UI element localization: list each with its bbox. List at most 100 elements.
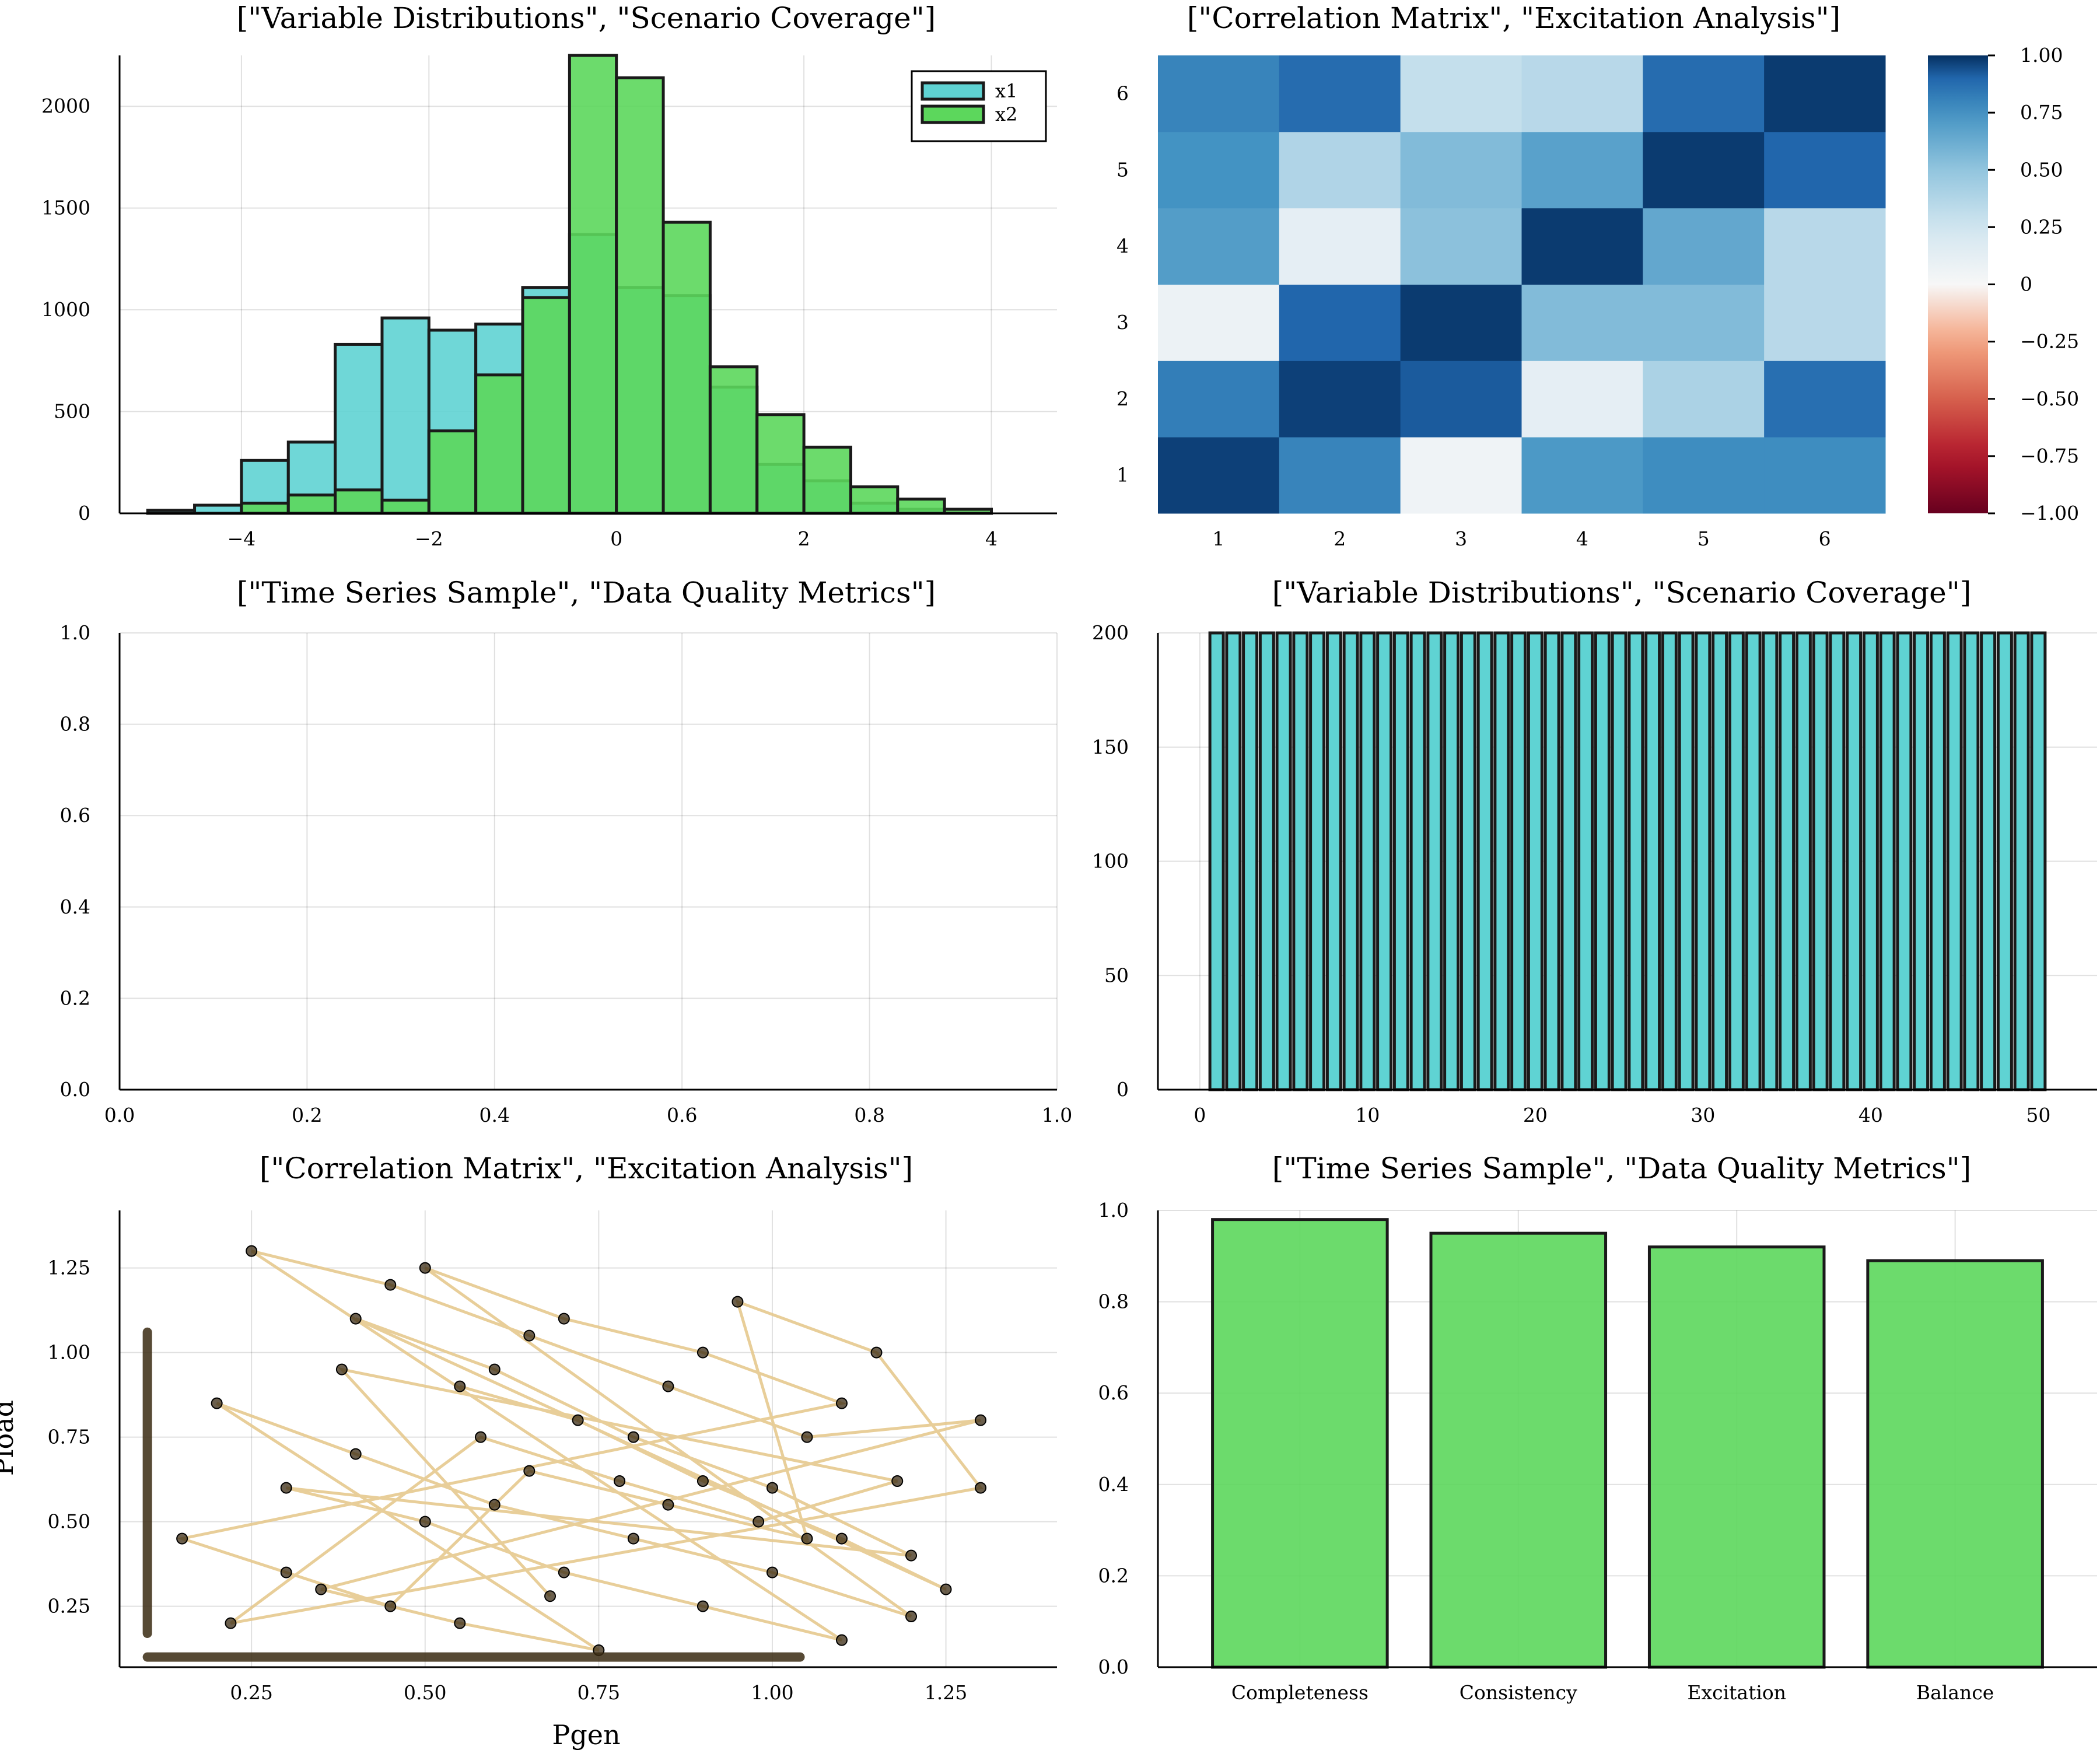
p3-x-tick-label: 0.4 [480,1104,510,1126]
p2-heatmap-cell [1400,360,1522,438]
p4-bar [1426,631,1443,1091]
p4-title: ["Variable Distributions", "Scenario Cov… [1272,576,1972,610]
p1-x-tick-label: 4 [985,527,998,550]
p5-x-tick-label: 1.00 [751,1681,793,1704]
p1-bar-x2 [240,502,290,515]
p2-colorbar-tick-label: −1.00 [2020,502,2079,524]
p2-heatmap-cell [1643,55,1765,132]
p1-x-tick-label: −4 [228,527,256,550]
p4-bar [1510,631,1527,1091]
p1-bar-x2 [568,54,618,515]
p5-point [696,1346,709,1359]
p5-point [349,1448,362,1460]
p2-heatmap-cell [1158,208,1280,285]
p4-bar [1795,631,1812,1091]
p2-heatmap-cell [1158,437,1280,514]
p2-y-tick-label: 3 [1116,311,1129,334]
p5-point [696,1600,709,1612]
p1-bar-x2 [849,485,900,515]
p4-bar [1342,631,1359,1091]
p2-heatmap-cell [1279,55,1401,132]
p5-point [940,1583,952,1595]
p5-point [627,1532,639,1545]
p4-bar [1695,631,1712,1091]
p4-bar [1443,631,1460,1091]
p1-legend-label: x2 [995,103,1017,125]
p5-point [488,1499,501,1511]
p5-point [905,1611,918,1622]
p2-colorbar-tick-label: 1.00 [2020,44,2063,66]
p6-y-tick-label: 1.0 [1098,1199,1129,1222]
p4-bar [1325,631,1342,1091]
p2-heatmap-cell [1764,208,1886,285]
p4-bar [1275,631,1292,1091]
p4-bar [1996,631,2013,1091]
p1-bar-x2 [802,446,852,515]
p6-y-tick-label: 0.8 [1098,1290,1129,1313]
p5-point [766,1482,778,1494]
p2-heatmap-cell [1521,55,1643,132]
p4-x-tick-label: 10 [1355,1104,1380,1126]
p2-heatmap-cell [1279,208,1401,285]
p6-y-tick-label: 0.0 [1098,1656,1129,1678]
p2-heatmap-cell [1400,131,1522,209]
p4-bar [1678,631,1695,1091]
p5-point [349,1312,362,1325]
p4-x-tick-label: 50 [2026,1104,2050,1126]
p1-y-tick-label: 1000 [41,298,90,321]
p4-bar [2013,631,2030,1091]
p4-y-tick-label: 150 [1092,736,1129,758]
p2-heatmap-cell [1643,284,1765,361]
p2-heatmap-cell [1158,360,1280,438]
p2-x-tick-label: 5 [1698,527,1710,550]
p5-point [246,1245,258,1257]
p5-point [801,1532,813,1545]
p3-x-tick-label: 0.6 [667,1104,697,1126]
p6-y-tick-label: 0.4 [1098,1473,1129,1496]
p4-bar [1862,631,1879,1091]
p5-series-line [176,1250,984,1652]
p2-colorbar-tick-label: −0.50 [2020,387,2079,410]
p1-bar-x1 [380,316,430,515]
p5-point [384,1279,397,1291]
p2-heatmap-cell [1400,55,1522,132]
p4-bar [1980,631,1997,1091]
p5-point [335,1363,348,1376]
p4-y-tick-label: 200 [1092,621,1129,644]
p4-bar [1258,631,1275,1091]
p5-point [905,1549,918,1562]
p4-bar [1745,631,1762,1091]
p4-bar [1879,631,1896,1091]
p2-heatmap-cell [1279,437,1401,514]
p1-x-tick-label: −2 [415,527,443,550]
p2-heatmap-cell [1158,284,1280,361]
p5-point [835,1397,848,1409]
p2-y-tick-label: 5 [1116,158,1129,181]
p2-heatmap-cell [1643,437,1765,514]
p2-y-tick-label: 4 [1116,235,1129,257]
p6-x-tick-label: Completeness [1231,1681,1368,1704]
p4-x-tick-label: 0 [1194,1104,1206,1126]
p2-heatmap-cell [1521,131,1643,209]
p4-bar [1929,631,1946,1091]
p5-x-tick-label: 0.75 [578,1681,620,1704]
p4-bar [1460,631,1476,1091]
p1-bar-x2 [896,498,946,515]
p2-x-tick-label: 1 [1212,527,1224,550]
p5-point [211,1397,223,1409]
p5-point [835,1634,848,1646]
p5-point [488,1363,501,1376]
p5-point [975,1414,987,1426]
p4-bar [1208,631,1225,1091]
p5-ylabel: Pload [0,1400,19,1476]
p5-y-tick-label: 0.25 [48,1595,90,1618]
p5-point [454,1617,466,1629]
p2-colorbar [1928,55,1988,513]
p1-y-tick-label: 0 [78,502,90,524]
p4-bar [1225,631,1242,1091]
p4-bar [1242,631,1259,1091]
p6-bar [1647,1245,1826,1669]
p6-y-tick-label: 0.2 [1098,1564,1129,1587]
p4-bar [1560,631,1577,1091]
p1-legend-label: x1 [995,80,1017,102]
